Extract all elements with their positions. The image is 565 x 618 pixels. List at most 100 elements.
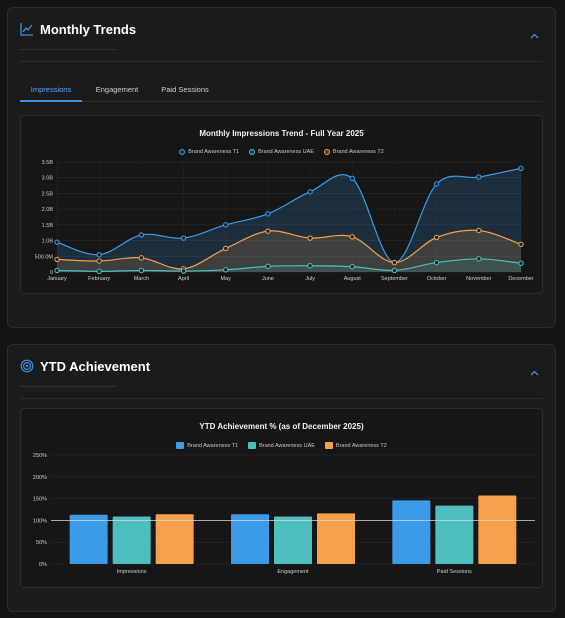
legend-label: Brand Awareness T1 <box>188 149 240 155</box>
impressions-chart-panel: Monthly Impressions Trend - Full Year 20… <box>20 115 543 294</box>
legend-swatch <box>324 442 333 449</box>
legend-swatch <box>323 149 330 155</box>
x-tick-label: July <box>305 276 315 282</box>
chart-legend: Brand Awareness T1 Brand Awareness UAE B… <box>21 442 542 449</box>
monthly-trends-title: Monthly Trends <box>40 21 137 37</box>
bar <box>274 516 312 564</box>
bar <box>69 514 108 564</box>
legend-item[interactable]: Brand Awareness UAE <box>248 442 315 449</box>
chart-title: Monthly Impressions Trend - Full Year 20… <box>199 129 364 138</box>
tab-paid-sessions[interactable]: Paid Sessions <box>161 85 209 94</box>
legend-label: Brand Awareness T2 <box>335 442 387 449</box>
series-area <box>57 168 521 272</box>
x-tick-label: June <box>262 276 274 282</box>
legend-swatch <box>179 149 186 155</box>
data-point <box>433 181 440 187</box>
legend-label: Brand Awareness UAE <box>259 442 315 449</box>
chart-title: YTD Achievement % (as of December 2025) <box>199 422 364 431</box>
series-area <box>57 258 521 272</box>
legend-item[interactable]: Brand Awareness T1 <box>179 149 239 155</box>
bar <box>478 495 517 564</box>
series-area <box>57 230 521 272</box>
data-point <box>349 234 355 240</box>
collapse-ytd-achievement-button[interactable] <box>527 366 541 380</box>
data-point <box>518 260 524 266</box>
y-tick-label: 2.5B <box>42 191 54 197</box>
bar <box>317 513 355 564</box>
data-point <box>518 165 524 171</box>
x-tick-label: January <box>47 276 67 282</box>
x-tick-label: March <box>134 276 149 282</box>
data-point <box>138 232 145 238</box>
data-point <box>180 235 187 241</box>
data-point <box>391 259 398 266</box>
collapse-monthly-trends-button[interactable] <box>527 29 541 43</box>
y-tick-label: 2.0B <box>42 207 54 213</box>
data-point <box>223 222 229 228</box>
ytd-chart-panel: YTD Achievement % (as of December 2025) … <box>20 408 543 588</box>
tab-impressions[interactable]: Impressions <box>20 83 82 102</box>
x-tick-label: April <box>178 276 189 282</box>
data-point <box>180 268 187 274</box>
data-point <box>54 256 60 263</box>
legend-swatch <box>249 149 256 155</box>
x-tick-label: February <box>88 276 110 282</box>
title-underline <box>20 386 116 387</box>
data-point <box>265 263 271 270</box>
legend-swatch <box>176 442 185 449</box>
legend-swatch <box>248 442 257 449</box>
y-tick-label: 0% <box>39 562 47 568</box>
legend-item[interactable]: Brand Awareness T2 <box>323 149 384 155</box>
x-tick-label: October <box>427 276 447 282</box>
x-tick-label: September <box>381 276 408 282</box>
chart-legend: Brand Awareness T1 Brand Awareness UAE B… <box>21 149 542 155</box>
legend-label: Brand Awareness T2 <box>332 149 384 155</box>
x-tick-label: August <box>344 276 362 282</box>
chevron-up-icon <box>530 33 538 39</box>
y-tick-label: 150% <box>33 497 47 503</box>
ytd-bar-chart: 0% 50% 100% 150% 200% 250% Impressions Engageme… <box>33 453 535 575</box>
data-point <box>265 211 271 217</box>
x-tick-label: December <box>508 276 534 282</box>
data-point <box>391 267 398 274</box>
data-point <box>307 189 313 195</box>
data-point <box>54 239 60 245</box>
x-tick-label: May <box>221 276 232 282</box>
data-point <box>138 255 145 261</box>
y-tick-label: 100% <box>33 518 47 524</box>
monthly-trends-header: Monthly Trends <box>20 18 136 40</box>
data-point <box>223 245 229 252</box>
data-point <box>349 175 355 182</box>
data-point <box>349 263 355 270</box>
data-point <box>476 227 482 234</box>
target-icon <box>20 359 34 373</box>
data-point <box>54 267 60 274</box>
bar <box>112 516 151 564</box>
bar <box>155 514 194 564</box>
header-divider <box>20 398 543 399</box>
legend-label: Brand Awareness UAE <box>258 149 314 155</box>
monthly-trends-card: Monthly Trends Impressions Engagement Pa… <box>7 7 556 328</box>
data-point <box>307 263 313 269</box>
data-point <box>96 268 102 275</box>
data-point <box>476 174 482 180</box>
legend-item[interactable]: Brand Awareness T1 <box>176 442 238 449</box>
data-point <box>96 258 102 264</box>
x-tick-label: Impressions <box>117 569 147 575</box>
data-point <box>138 267 145 274</box>
y-tick-label: 3.0B <box>42 176 54 182</box>
data-point <box>265 228 271 234</box>
y-tick-label: 0 <box>50 270 53 276</box>
legend-item[interactable]: Brand Awareness UAE <box>249 149 314 155</box>
y-tick-label: 200% <box>33 475 47 481</box>
bar <box>435 505 474 564</box>
ytd-achievement-card: YTD Achievement YTD Achievement % (as of… <box>7 344 556 612</box>
tab-engagement[interactable]: Engagement <box>95 85 139 94</box>
legend-item[interactable]: Brand Awareness T2 <box>324 442 387 449</box>
series-line <box>56 229 522 270</box>
bar <box>392 500 431 564</box>
y-tick-label: 1.0B <box>42 239 54 245</box>
ytd-achievement-header: YTD Achievement <box>20 355 150 377</box>
title-underline <box>20 49 116 50</box>
x-tick-label: Paid Sessions <box>437 569 472 575</box>
